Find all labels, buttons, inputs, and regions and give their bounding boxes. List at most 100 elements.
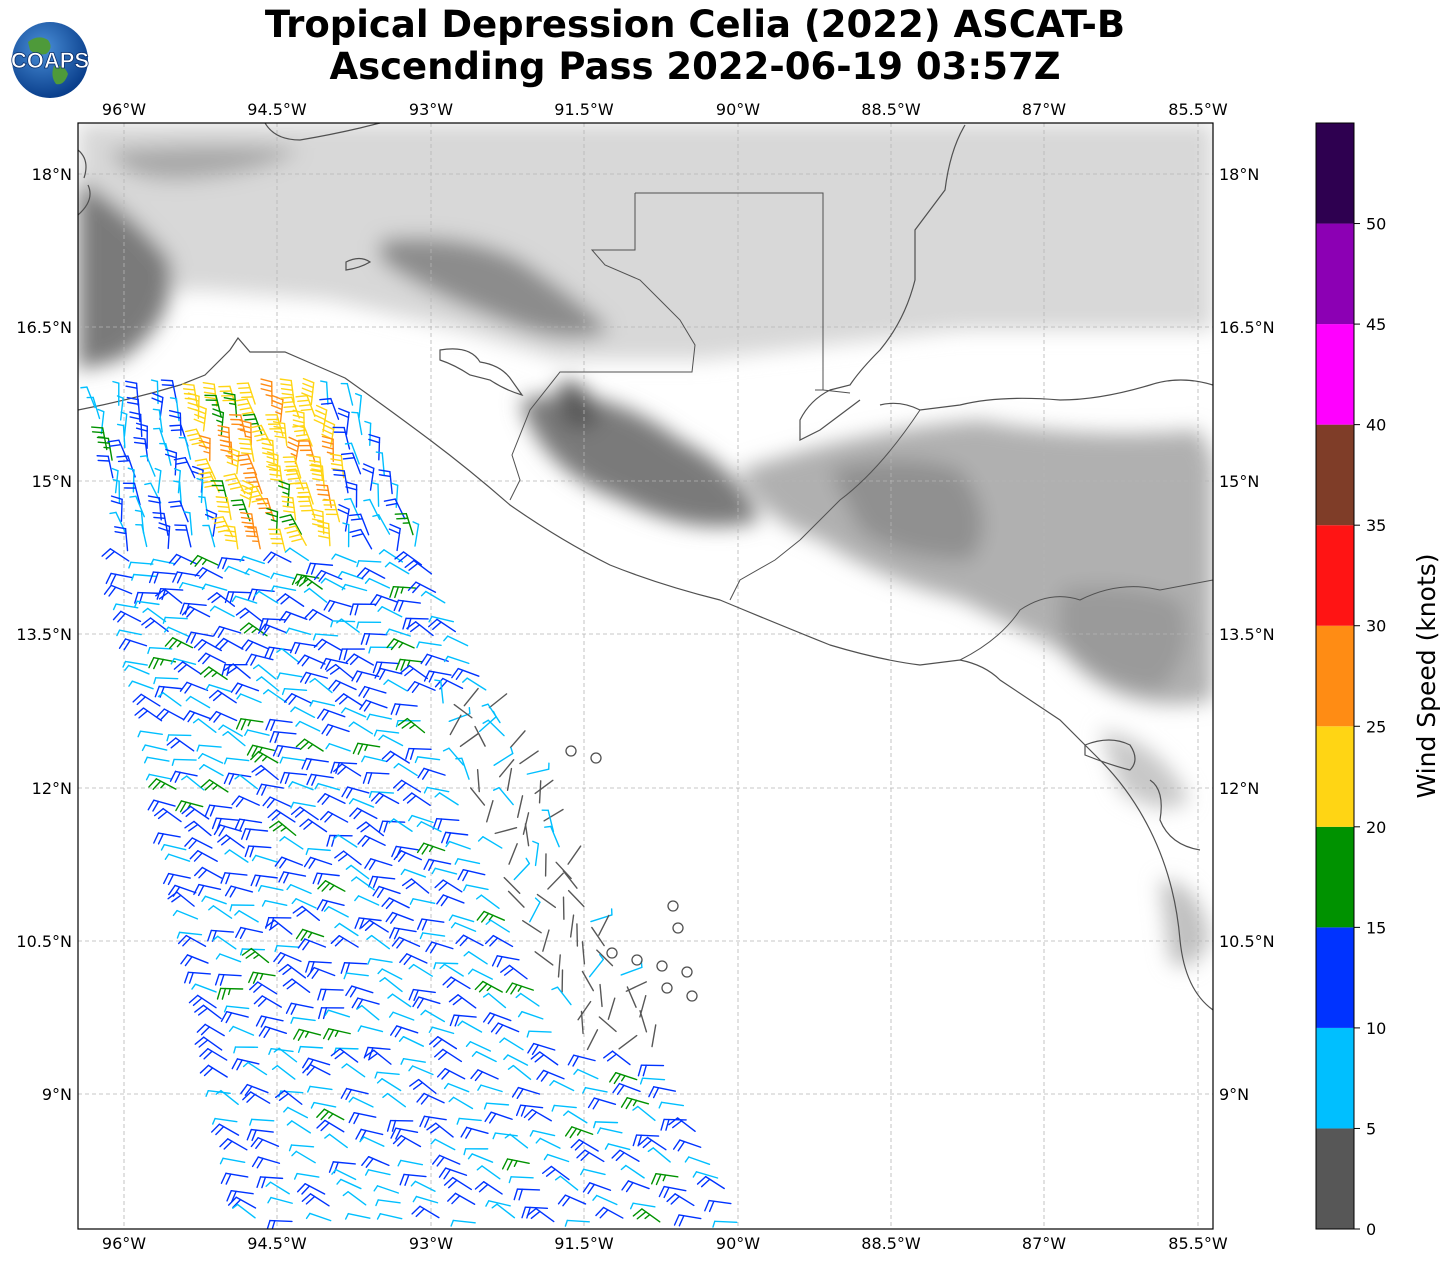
wind-barb — [290, 806, 319, 821]
wind-barb — [397, 717, 426, 734]
wind-barb — [419, 932, 446, 940]
wind-barb — [317, 708, 346, 721]
lat-tick-label-right: 9°N — [1219, 1085, 1249, 1104]
wind-barb — [173, 480, 183, 505]
wind-barb — [542, 1165, 570, 1181]
calm-marker — [606, 947, 618, 959]
wind-barb — [249, 1118, 275, 1126]
wind-barb — [400, 664, 429, 680]
wind-barb — [482, 992, 507, 1009]
wind-barb — [217, 557, 245, 570]
wind-barb — [364, 858, 393, 871]
wind-barb — [463, 951, 488, 965]
wind-barb — [337, 504, 350, 532]
wind-barb — [229, 904, 255, 912]
wind-barb — [276, 647, 300, 664]
wind-barb — [625, 981, 647, 992]
wind-barb — [196, 1023, 225, 1037]
wind-barb — [388, 1011, 415, 1021]
wind-barb — [609, 1071, 638, 1085]
wind-barb — [392, 779, 422, 793]
wind-barb — [377, 968, 403, 980]
wind-barb — [408, 814, 434, 824]
wind-barb — [292, 409, 305, 436]
calm-marker — [565, 745, 577, 757]
wind-barb — [166, 734, 192, 742]
wind-barb — [199, 1047, 228, 1061]
wind-barb — [349, 513, 370, 536]
wind-barb — [692, 1171, 719, 1179]
wind-barb — [587, 1097, 617, 1110]
wind-barb — [240, 828, 269, 841]
wind-barb — [284, 525, 307, 546]
wind-barb — [474, 980, 503, 993]
wind-barb — [215, 637, 244, 650]
wind-barb — [323, 906, 349, 918]
wind-barb — [334, 693, 363, 707]
wind-barb — [191, 983, 217, 993]
wind-barb — [500, 964, 528, 980]
wind-barb — [313, 638, 342, 651]
wind-barb — [476, 768, 480, 793]
wind-barb — [504, 1133, 529, 1149]
wind-barb — [399, 1173, 427, 1186]
wind-barb — [128, 561, 154, 569]
wind-barb — [292, 905, 320, 921]
wind-barb — [285, 627, 312, 635]
wind-barb — [228, 1025, 255, 1036]
wind-barb — [712, 1220, 738, 1228]
wind-barb — [265, 718, 293, 732]
wind-barb — [174, 524, 192, 548]
wind-barb — [543, 808, 564, 822]
wind-barb — [266, 451, 279, 478]
wind-barb — [273, 1047, 298, 1063]
wind-barb — [152, 408, 163, 433]
gridlines — [78, 123, 1213, 1229]
wind-barb — [232, 1203, 256, 1219]
wind-barb — [390, 1127, 419, 1140]
wind-barb — [334, 922, 359, 937]
wind-barb — [526, 762, 550, 775]
wind-barb — [378, 820, 406, 833]
wind-barb — [564, 1126, 594, 1139]
wind-barb — [400, 1058, 426, 1065]
wind-barb — [164, 853, 191, 862]
wind-barb — [391, 936, 421, 949]
wind-barb — [573, 1068, 599, 1080]
lon-tick-label-bottom: 87°W — [1022, 1234, 1066, 1253]
wind-barb — [428, 615, 455, 623]
wind-barb — [341, 583, 368, 592]
wind-barb — [105, 572, 134, 585]
wind-barb — [215, 1089, 239, 1106]
wind-barb — [326, 834, 353, 847]
wind-barb — [234, 774, 258, 790]
wind-barb — [167, 891, 195, 907]
wind-barb — [570, 1139, 599, 1152]
wind-barb — [246, 1128, 274, 1142]
wind-barb — [557, 1194, 587, 1207]
wind-barb — [567, 889, 585, 908]
lat-tick-label-left: 13.5°N — [16, 625, 72, 644]
wind-barb — [364, 1049, 392, 1065]
wind-barb — [179, 582, 205, 590]
wind-barb — [152, 427, 168, 451]
wind-barb — [378, 734, 404, 747]
wind-barb — [188, 994, 217, 1009]
wind-barb — [351, 670, 380, 683]
wind-barb — [202, 524, 216, 548]
wind-barb — [576, 1149, 605, 1163]
wind-barb — [200, 779, 229, 793]
wind-barb — [255, 1015, 284, 1028]
wind-barb — [124, 664, 150, 675]
calm-wind-markers — [565, 745, 698, 1002]
wind-barb — [272, 421, 288, 447]
wind-barb — [456, 1117, 482, 1125]
wind-barb — [412, 996, 441, 1009]
wind-barb — [271, 1064, 296, 1080]
wind-barb — [448, 914, 475, 923]
map-title: Tropical Depression Celia (2022) ASCAT-B… — [140, 4, 1250, 88]
wind-barb — [463, 1148, 489, 1156]
wind-barb — [184, 837, 213, 850]
lon-tick-label-top: 88.5°W — [861, 100, 921, 119]
wind-barb — [270, 585, 297, 593]
